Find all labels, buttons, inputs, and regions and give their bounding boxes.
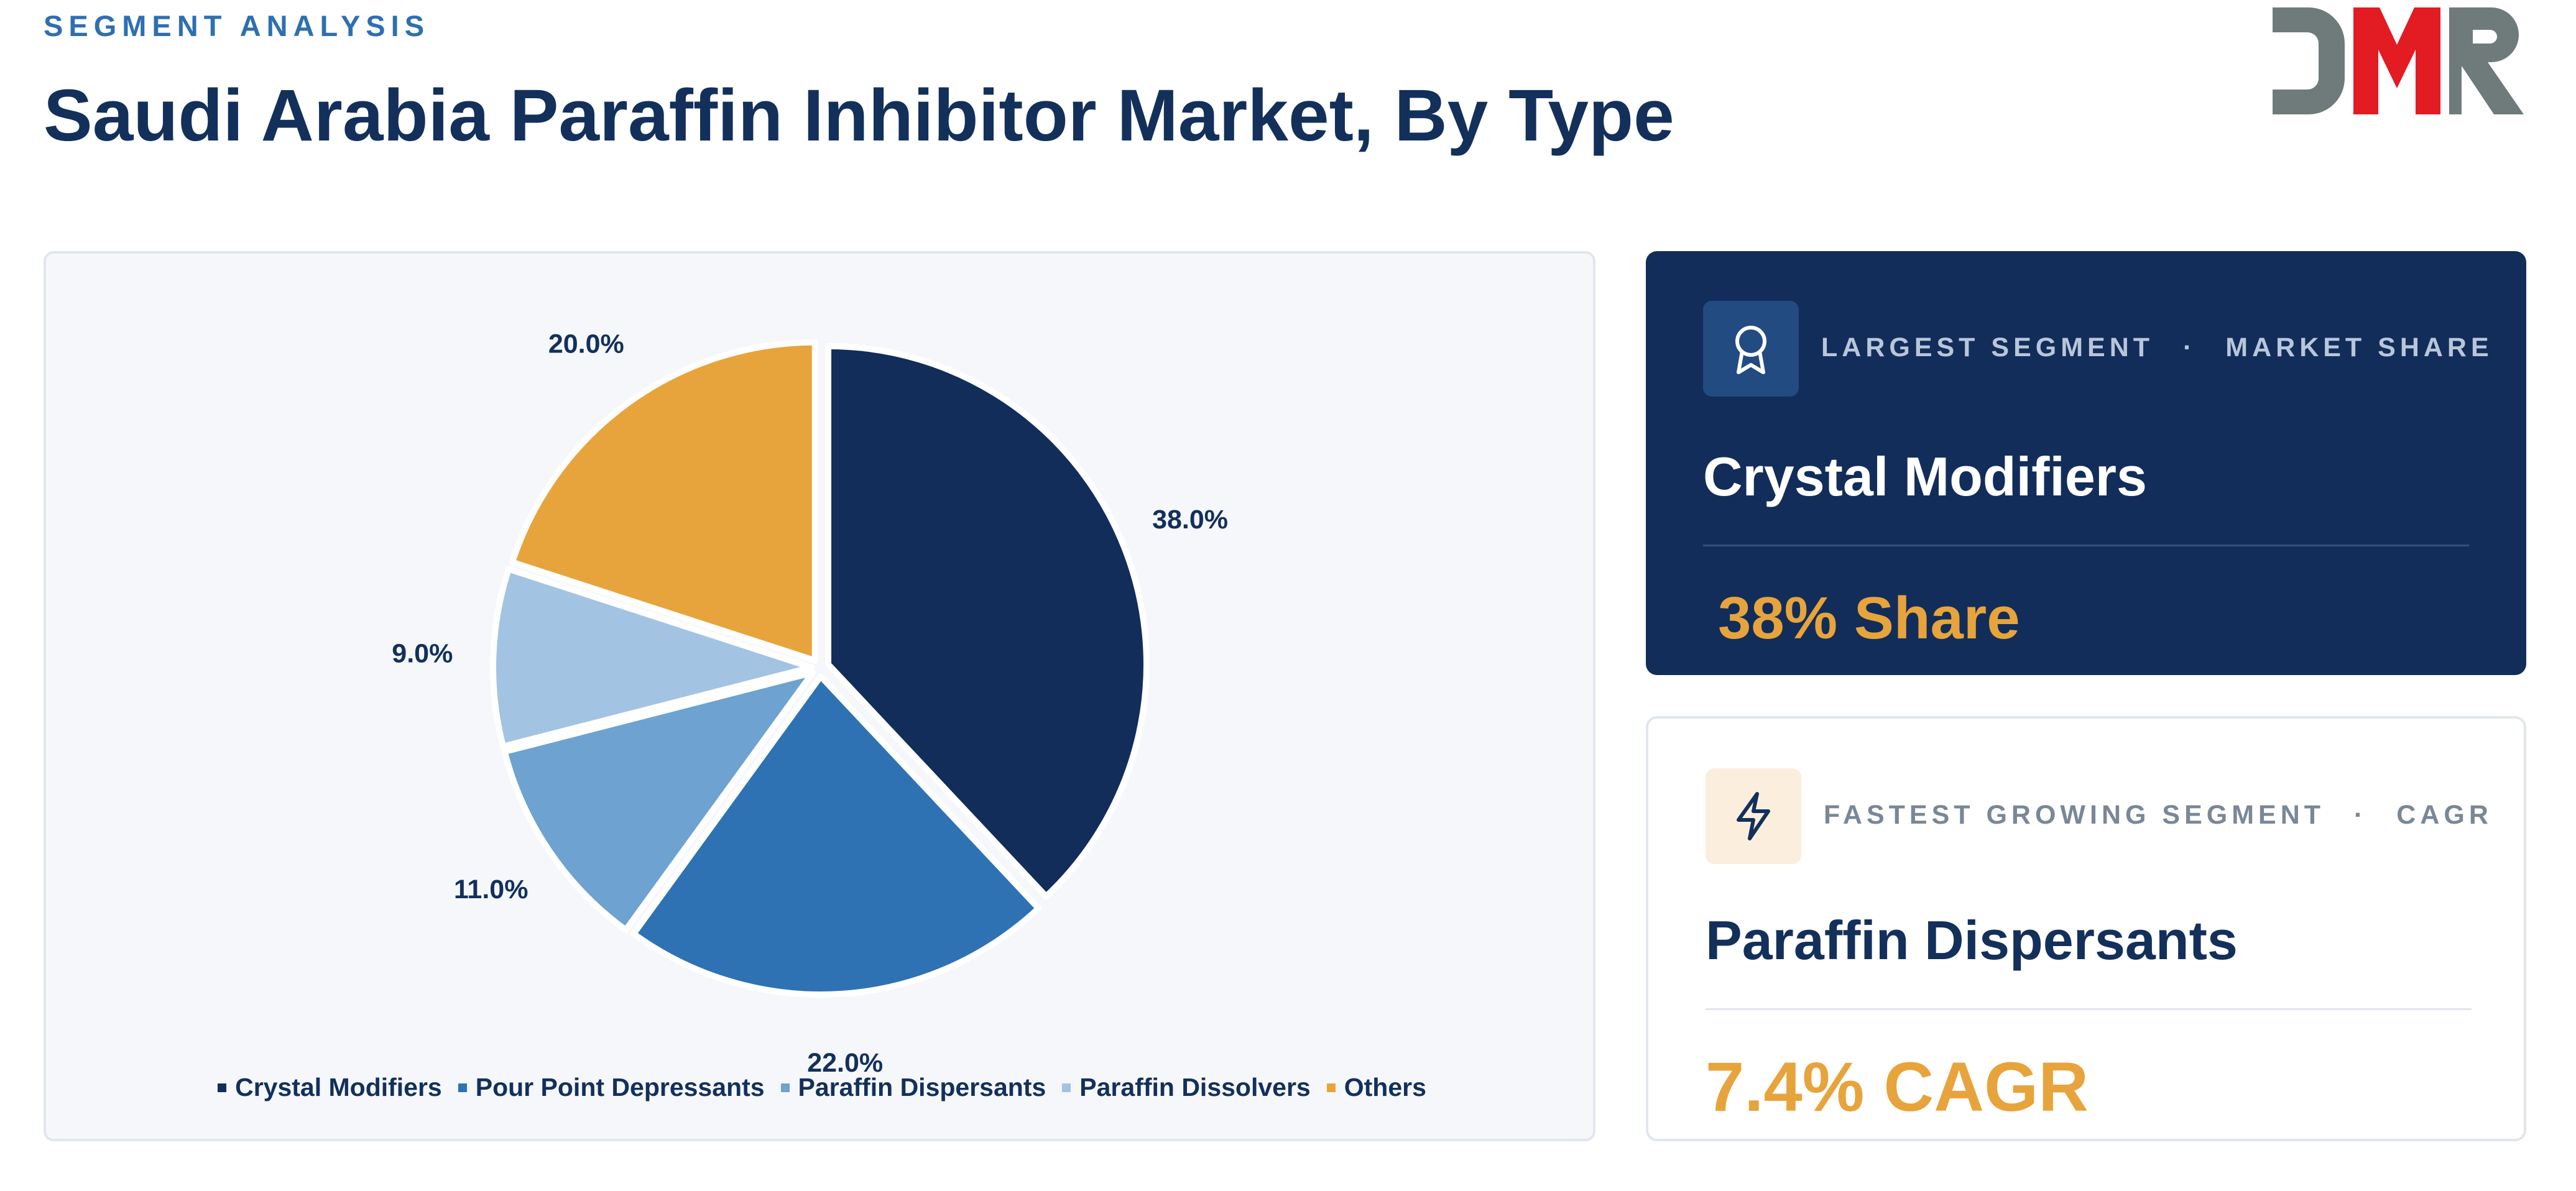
legend-swatch [1062,1083,1071,1092]
legend-label: Paraffin Dispersants [798,1073,1046,1101]
legend-label: Crystal Modifiers [235,1073,442,1101]
legend-item: Pour Point Depressants [458,1073,765,1102]
label-separator: · [2182,333,2197,362]
lightning-icon [1737,792,1770,840]
largest-segment-card: LARGEST SEGMENT · MARKET SHARE Crystal M… [1646,251,2526,675]
divider [1703,545,2469,546]
legend-swatch [218,1083,227,1092]
chart-legend: Crystal Modifiers Pour Point Depressants P… [46,1073,1598,1102]
legend-item: Paraffin Dissolvers [1062,1073,1311,1102]
slice-label: 38.0% [1152,505,1228,535]
pie-chart: 38.0% 22.0% 11.0% 9.0% 20.0% [392,329,1228,1078]
legend-label: Others [1344,1073,1426,1101]
fastest-icon-box [1706,768,1801,864]
legend-swatch [780,1083,790,1092]
label-metric: MARKET SHARE [2225,333,2493,362]
slice-label: 11.0% [454,875,529,904]
divider [1706,1008,2472,1010]
dmr-logo [2273,7,2524,114]
legend-swatch [1326,1083,1336,1092]
legend-label: Paraffin Dissolvers [1079,1073,1311,1101]
page-title: Saudi Arabia Paraffin Inhibitor Market, … [44,75,1674,157]
largest-segment-value: 38% Share [1718,585,2020,651]
fastest-growing-card: FASTEST GROWING SEGMENT · CAGR Paraffin … [1646,716,2526,1141]
fastest-segment-name: Paraffin Dispersants [1706,909,2238,971]
label-metric: CAGR [2396,800,2493,830]
label-separator: · [2353,800,2368,830]
pie-slice [490,566,815,750]
legend-swatch [458,1083,467,1092]
award-icon [1735,326,1766,374]
pie-slice [825,343,1150,900]
label-segment: FASTEST GROWING SEGMENT [1824,800,2325,830]
label-segment: LARGEST SEGMENT [1821,333,2154,362]
fastest-segment-value: 7.4% CAGR [1706,1048,2089,1126]
legend-item: Others [1326,1073,1426,1102]
slice-label: 20.0% [548,329,624,359]
slice-label: 9.0% [392,638,453,668]
legend-item: Paraffin Dispersants [780,1073,1046,1102]
pie-slice [509,339,818,664]
largest-segment-label: LARGEST SEGMENT · MARKET SHARE [1821,333,2493,363]
eyebrow: SEGMENT ANALYSIS [44,9,430,42]
slice-label: 22.0% [807,1048,883,1078]
fastest-segment-label: FASTEST GROWING SEGMENT · CAGR [1824,800,2493,830]
chart-card: 38.0% 22.0% 11.0% 9.0% 20.0% Crystal Modifie… [44,251,1595,1141]
pie-slice [630,673,1042,998]
legend-item: Crystal Modifiers [218,1073,442,1102]
pie-slice [501,669,816,934]
largest-icon-box [1703,301,1799,397]
legend-label: Pour Point Depressants [475,1073,765,1101]
largest-segment-name: Crystal Modifiers [1703,446,2147,507]
